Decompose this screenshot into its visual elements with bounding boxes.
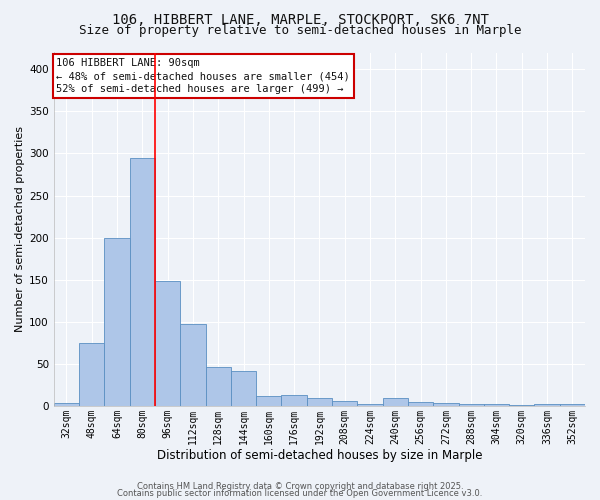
Bar	[307, 398, 332, 406]
Bar	[484, 404, 509, 406]
Bar	[54, 404, 79, 406]
Text: Contains HM Land Registry data © Crown copyright and database right 2025.: Contains HM Land Registry data © Crown c…	[137, 482, 463, 491]
Text: 106, HIBBERT LANE, MARPLE, STOCKPORT, SK6 7NT: 106, HIBBERT LANE, MARPLE, STOCKPORT, SK…	[112, 12, 488, 26]
Bar	[535, 404, 560, 406]
Bar	[231, 370, 256, 406]
Bar	[206, 367, 231, 406]
Bar	[408, 402, 433, 406]
Bar	[560, 404, 585, 406]
Text: 106 HIBBERT LANE: 90sqm
← 48% of semi-detached houses are smaller (454)
52% of s: 106 HIBBERT LANE: 90sqm ← 48% of semi-de…	[56, 58, 350, 94]
Bar	[383, 398, 408, 406]
Bar	[180, 324, 206, 406]
Y-axis label: Number of semi-detached properties: Number of semi-detached properties	[15, 126, 25, 332]
Bar	[130, 158, 155, 406]
Bar	[509, 405, 535, 406]
Text: Size of property relative to semi-detached houses in Marple: Size of property relative to semi-detach…	[79, 24, 521, 37]
Bar	[256, 396, 281, 406]
Bar	[358, 404, 383, 406]
Bar	[458, 404, 484, 406]
Text: Contains public sector information licensed under the Open Government Licence v3: Contains public sector information licen…	[118, 490, 482, 498]
Bar	[104, 238, 130, 406]
Bar	[433, 404, 458, 406]
Bar	[281, 395, 307, 406]
X-axis label: Distribution of semi-detached houses by size in Marple: Distribution of semi-detached houses by …	[157, 450, 482, 462]
Bar	[155, 282, 180, 406]
Bar	[332, 401, 358, 406]
Bar	[79, 343, 104, 406]
